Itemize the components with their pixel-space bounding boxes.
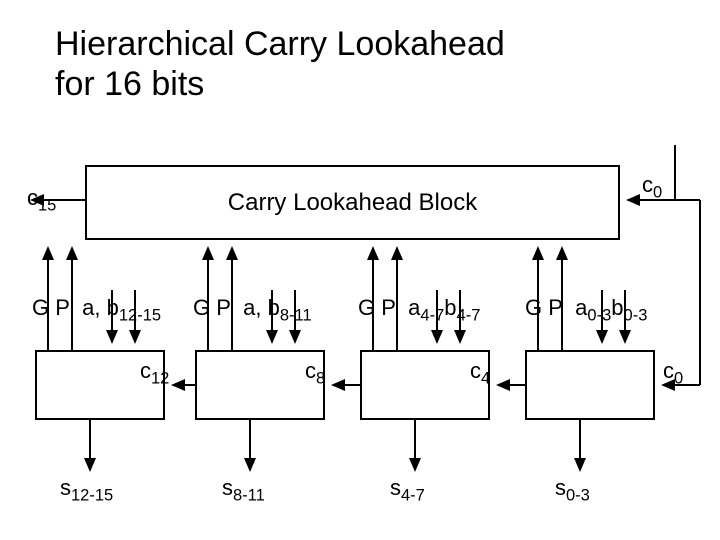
- s-label-0: s12-15: [60, 475, 113, 501]
- gp-label-3: G P a0-3b0-3: [525, 295, 647, 321]
- gp-label-2: G P a4-7b4-7: [358, 295, 480, 321]
- c15-label: c15: [27, 185, 56, 211]
- main-block-label: Carry Lookahead Block: [87, 167, 618, 217]
- c0-bottom-label: c0: [663, 358, 683, 384]
- s-label-3: s0-3: [555, 475, 590, 501]
- s-label-2: s4-7: [390, 475, 425, 501]
- gp-label-1: G P a, b8-11: [193, 295, 312, 321]
- s-label-1: s8-11: [222, 475, 265, 501]
- sub-block-3: [525, 350, 655, 420]
- gp-label-0: G P a, b12-15: [32, 295, 161, 321]
- title-line-1: Hierarchical Carry Lookahead: [55, 25, 505, 64]
- c8-label: c8: [305, 358, 325, 384]
- title-line-2: for 16 bits: [55, 65, 204, 104]
- diagram-canvas: Hierarchical Carry Lookahead for 16 bits…: [0, 0, 720, 540]
- c0-top-label: c0: [642, 172, 662, 198]
- c12-label: c12: [140, 358, 169, 384]
- main-cla-block: Carry Lookahead Block: [85, 165, 620, 240]
- c4-label: c4: [470, 358, 490, 384]
